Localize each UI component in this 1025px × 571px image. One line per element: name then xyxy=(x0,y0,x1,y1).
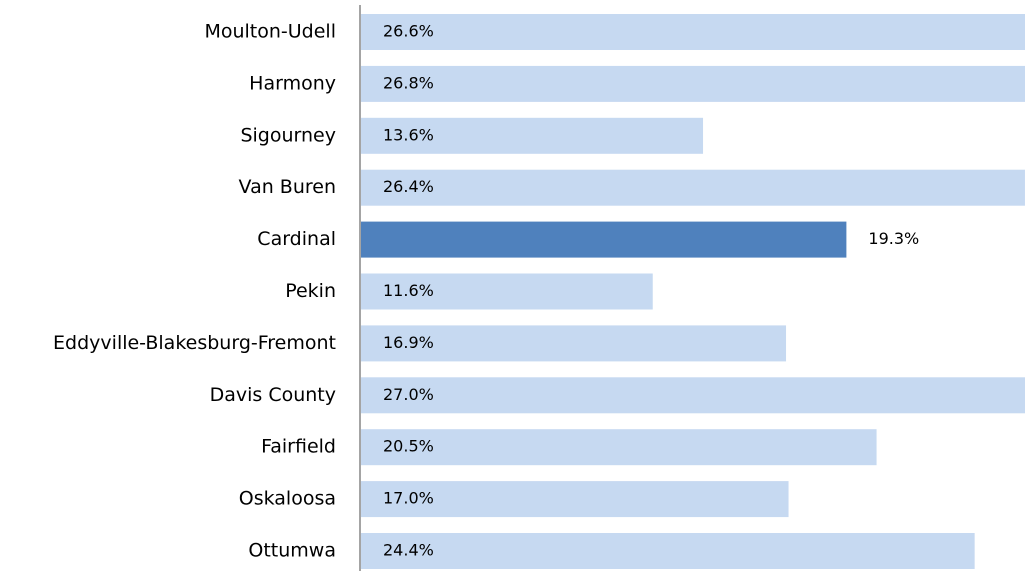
bar xyxy=(361,481,789,518)
value-label: 16.9% xyxy=(383,333,434,352)
category-label: Fairfield xyxy=(261,436,336,458)
bar xyxy=(361,117,704,154)
bar xyxy=(361,14,1025,50)
bar xyxy=(361,169,1025,206)
category-label: Eddyville-Blakesburg-Fremont xyxy=(53,332,336,354)
category-label: Harmony xyxy=(249,72,336,94)
value-label: 17.0% xyxy=(383,489,434,508)
category-label: Sigourney xyxy=(240,124,336,146)
value-label: 26.8% xyxy=(383,73,434,92)
value-label: 24.4% xyxy=(383,541,434,560)
value-label: 26.6% xyxy=(383,22,434,41)
value-label: 26.4% xyxy=(383,177,434,196)
category-label: Cardinal xyxy=(257,228,336,250)
category-label: Van Buren xyxy=(239,176,336,198)
value-label: 20.5% xyxy=(383,437,434,456)
bar xyxy=(361,533,975,569)
value-label: 27.0% xyxy=(383,385,434,404)
bar xyxy=(361,221,847,258)
bar xyxy=(361,377,1025,414)
category-label: Moulton-Udell xyxy=(204,21,336,43)
value-label: 19.3% xyxy=(868,229,919,248)
bar xyxy=(361,65,1025,102)
value-label: 13.6% xyxy=(383,125,434,144)
category-label: Ottumwa xyxy=(248,540,336,562)
category-label: Oskaloosa xyxy=(239,488,336,510)
value-label: 11.6% xyxy=(383,281,434,300)
category-label: Pekin xyxy=(285,280,336,302)
bar xyxy=(361,273,653,310)
category-label: Davis County xyxy=(210,384,336,406)
bar xyxy=(361,429,877,466)
bar xyxy=(361,325,787,362)
